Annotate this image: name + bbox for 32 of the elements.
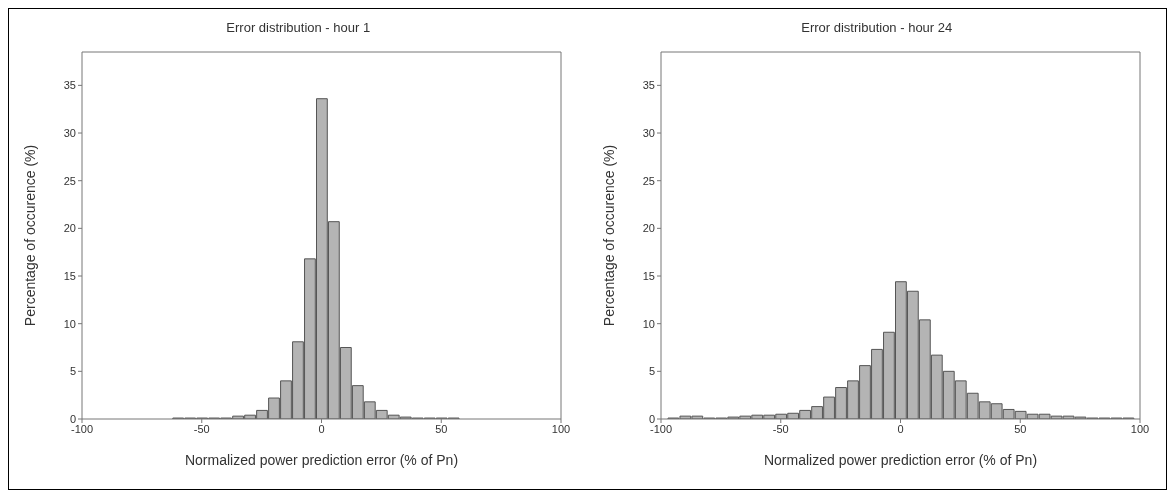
y-tick-label: 0 — [648, 412, 655, 425]
x-axis-title: Normalized power prediction error (% of Pn) — [763, 452, 1037, 468]
y-tick-label: 35 — [642, 79, 655, 92]
y-tick-label: 15 — [64, 269, 77, 282]
y-axis-title: Percentage of occurence (%) — [600, 144, 617, 327]
y-tick-label: 0 — [70, 412, 77, 425]
chart-title: Error distribution - hour 24 — [800, 19, 954, 37]
y-tick-label: 5 — [70, 365, 77, 378]
y-tick-label: 30 — [64, 126, 77, 139]
x-tick-label: -50 — [772, 422, 789, 435]
y-tick-label: 5 — [648, 365, 655, 378]
x-tick-label: 50 — [1013, 422, 1027, 435]
x-tick-label: -50 — [194, 422, 210, 435]
x-tick-label: 0 — [318, 422, 325, 435]
x-tick-label: 0 — [897, 422, 904, 435]
y-tick-label: 25 — [64, 174, 77, 187]
x-tick-label: 100 — [552, 422, 571, 435]
y-tick-label: 25 — [642, 174, 655, 187]
y-tick-label: 35 — [64, 79, 77, 92]
y-tick-label: 15 — [642, 269, 655, 282]
x-tick-label: -100 — [649, 422, 672, 435]
x-tick-label: -100 — [71, 422, 94, 435]
x-tick-label: 50 — [435, 422, 448, 435]
x-axis-title: Normalized power prediction error (% of Pn) — [185, 452, 459, 468]
y-tick-label: 30 — [642, 126, 655, 139]
chart-title: Error distribution - hour 1 — [225, 19, 372, 37]
y-tick-label: 10 — [64, 317, 77, 330]
y-tick-label: 20 — [642, 222, 655, 235]
x-tick-label: 100 — [1130, 422, 1149, 435]
y-tick-label: 20 — [64, 222, 77, 235]
y-tick-label: 10 — [642, 317, 655, 330]
y-axis-title: Percentage of occurence (%) — [22, 144, 39, 327]
